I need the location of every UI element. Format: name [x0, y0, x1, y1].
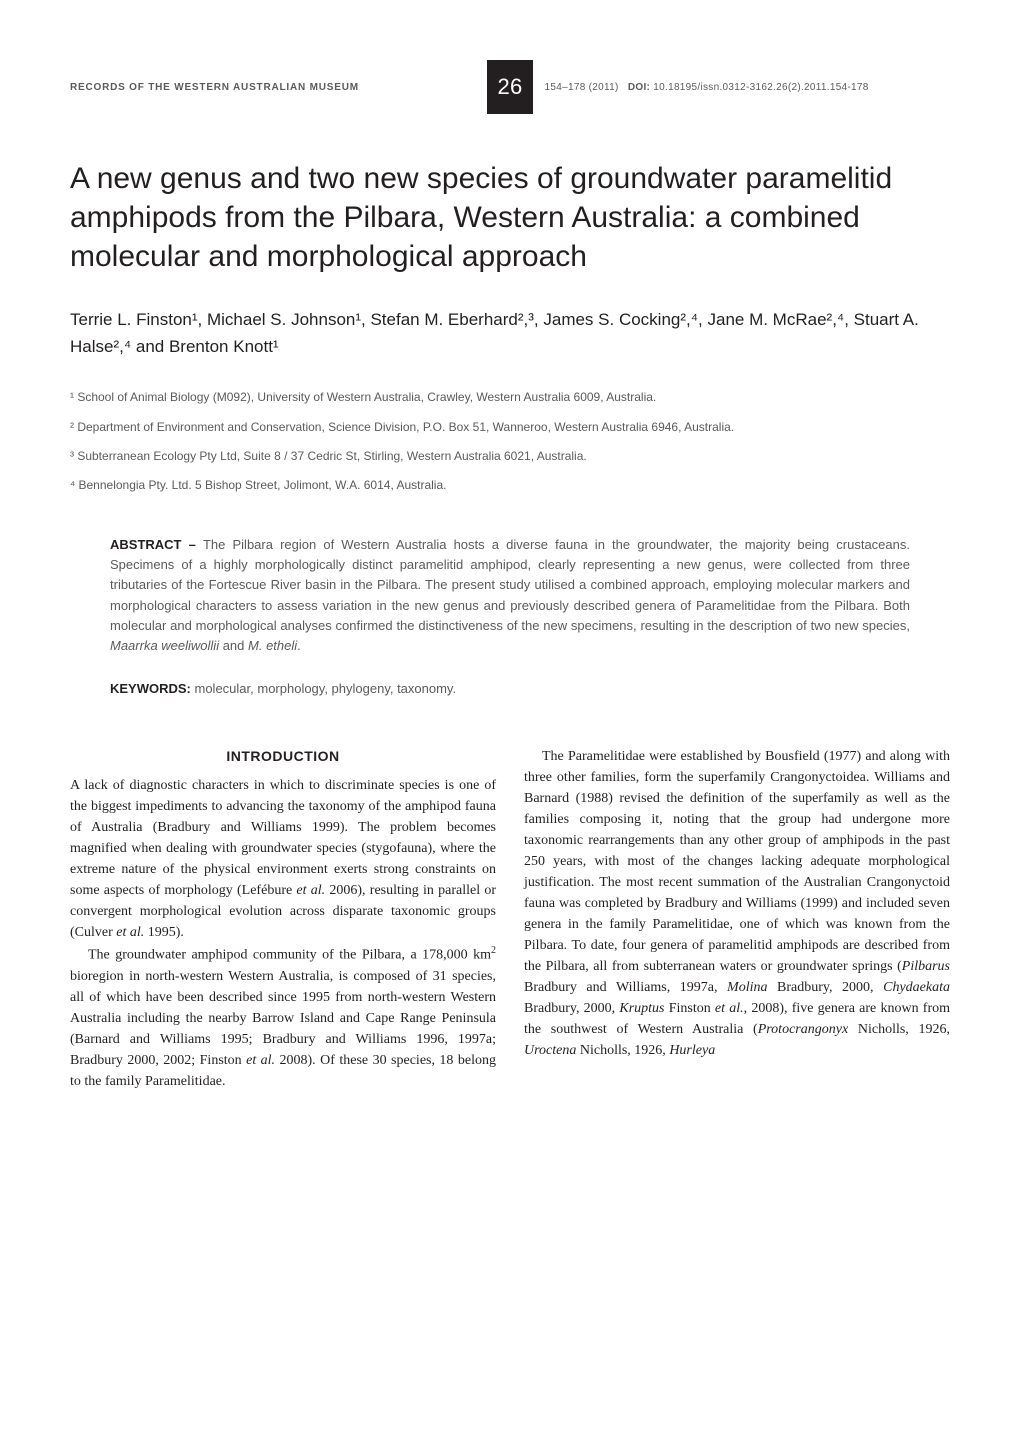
section-heading: INTRODUCTION [70, 746, 496, 767]
abstract-label: ABSTRACT – [110, 537, 203, 552]
affiliation: ² Department of Environment and Conserva… [70, 418, 950, 437]
keywords: KEYWORDS: molecular, morphology, phyloge… [110, 681, 910, 696]
doi-label: DOI: [628, 82, 650, 93]
authors-line: Terrie L. Finston¹, Michael S. Johnson¹,… [70, 306, 950, 360]
keywords-label: KEYWORDS: [110, 681, 191, 696]
body-paragraph: The Paramelitidae were established by Bo… [524, 746, 950, 1061]
journal-name: RECORDS OF THE WESTERN AUSTRALIAN MUSEUM [70, 82, 475, 93]
journal-header: RECORDS OF THE WESTERN AUSTRALIAN MUSEUM… [70, 60, 950, 114]
species-name: Maarrka weeliwollii [110, 638, 219, 653]
volume-box: 26 [487, 60, 532, 114]
header-meta: 154–178 (2011) DOI: 10.18195/issn.0312-3… [545, 82, 950, 93]
species-name: M. etheli [248, 638, 297, 653]
body-paragraph: A lack of diagnostic characters in which… [70, 775, 496, 943]
right-column: The Paramelitidae were established by Bo… [524, 746, 950, 1092]
abstract: ABSTRACT – The Pilbara region of Western… [110, 535, 910, 656]
abstract-text: The Pilbara region of Western Australia … [110, 537, 910, 633]
affiliation: ³ Subterranean Ecology Pty Ltd, Suite 8 … [70, 447, 950, 466]
affiliation: ¹ School of Animal Biology (M092), Unive… [70, 388, 950, 407]
article-title: A new genus and two new species of groun… [70, 159, 950, 276]
body-columns: INTRODUCTION A lack of diagnostic charac… [70, 746, 950, 1092]
keywords-text: molecular, morphology, phylogeny, taxono… [191, 681, 456, 696]
abstract-conjunction: and [219, 638, 248, 653]
affiliations-block: ¹ School of Animal Biology (M092), Unive… [70, 388, 950, 495]
body-paragraph: The groundwater amphipod community of th… [70, 943, 496, 1092]
doi-value: 10.18195/issn.0312-3162.26(2).2011.154-1… [653, 82, 868, 93]
pages-year: 154–178 (2011) [545, 82, 619, 93]
abstract-period: . [297, 638, 301, 653]
left-column: INTRODUCTION A lack of diagnostic charac… [70, 746, 496, 1092]
affiliation: ⁴ Bennelongia Pty. Ltd. 5 Bishop Street,… [70, 476, 950, 495]
